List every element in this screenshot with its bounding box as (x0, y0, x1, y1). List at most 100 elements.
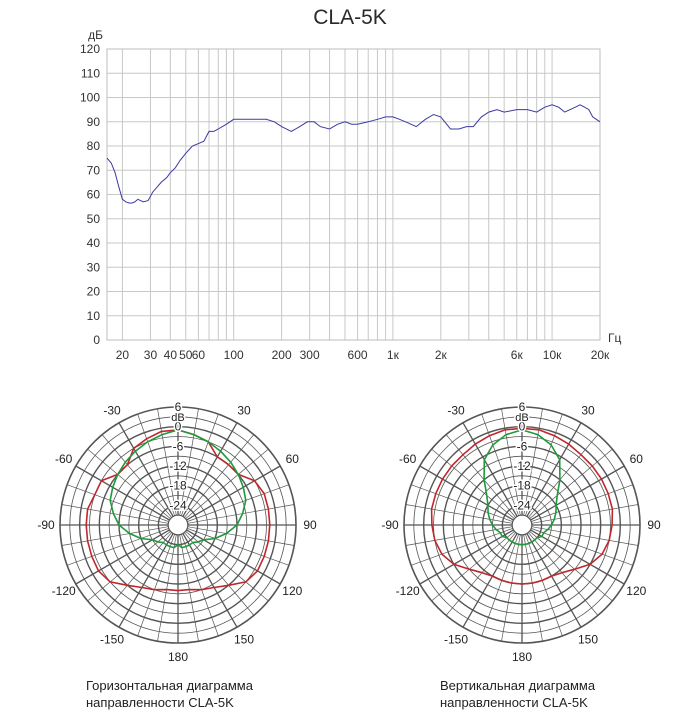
x-tick-label: 200 (272, 348, 292, 362)
polar-spoke (187, 484, 290, 522)
polar-angle-label: 30 (581, 404, 595, 418)
polar-r-tick-label: 0 (175, 420, 182, 434)
polar-angle-label: 120 (626, 584, 646, 598)
polar-spoke (101, 532, 172, 616)
polar-spoke (186, 465, 281, 521)
x-tick-label: 2к (435, 348, 448, 362)
horizontal-polar-caption: Горизонтальная диаграмма направленности … (86, 677, 253, 711)
polar-angle-label: 150 (578, 632, 598, 646)
polar-spoke (531, 504, 639, 524)
polar-spoke (182, 533, 238, 628)
polar-spoke (501, 534, 521, 642)
polar-spoke (184, 532, 255, 616)
polar-angle-label: -90 (37, 518, 55, 532)
polar-r-tick-label: 6 (175, 400, 182, 414)
polar-spoke (184, 434, 255, 518)
polar-spoke (431, 531, 515, 602)
polar-spoke (523, 534, 543, 642)
polar-angle-label: 180 (168, 650, 188, 664)
polar-spoke (187, 526, 295, 546)
polar-spoke (528, 434, 599, 518)
polar-spoke (501, 408, 521, 516)
polar-spoke (410, 528, 513, 566)
polar-spoke (137, 534, 175, 637)
polar-angle-label: -120 (52, 584, 76, 598)
polar-spoke (186, 529, 281, 585)
polar-r-tick-label: -18 (169, 479, 187, 493)
polar-angle-label: -30 (103, 404, 121, 418)
polar-spoke (75, 529, 170, 585)
horizontal-polar-chart: 60-6-12-18-24dB306090120150180-150-120-9… (37, 399, 317, 665)
polar-spoke (181, 534, 219, 637)
polar-series-line (85, 429, 271, 592)
polar-angle-label: -120 (396, 584, 420, 598)
polar-spoke (405, 526, 513, 546)
polar-r-unit: dB (171, 412, 184, 424)
polar-spoke (526, 533, 582, 628)
polar-r-tick-label: -6 (517, 439, 528, 453)
polar-r-tick-label: -12 (169, 459, 187, 473)
polar-spoke (187, 528, 290, 566)
x-tick-label: 1к (387, 348, 400, 362)
y-tick-label: 20 (87, 285, 101, 299)
polar-spoke (75, 465, 170, 521)
polar-spoke (431, 448, 515, 519)
polar-angle-label: 60 (630, 452, 644, 466)
y-tick-label: 40 (87, 236, 101, 250)
polar-spoke (118, 533, 174, 628)
polar-spoke (410, 484, 513, 522)
polar-spoke (66, 528, 169, 566)
y-tick-label: 120 (80, 42, 100, 56)
polar-spoke (61, 504, 169, 524)
polar-spoke (185, 531, 269, 602)
polar-r-tick-label: 6 (519, 400, 526, 414)
polar-spoke (529, 531, 613, 602)
y-axis-label: дБ (88, 28, 103, 42)
polar-r-tick-label: -24 (169, 498, 187, 512)
polar-spoke (87, 531, 171, 602)
y-tick-label: 50 (87, 212, 101, 226)
polar-r-tick-label: -12 (513, 459, 531, 473)
vertical-polar-caption: Вертикальная диаграмма направленности CL… (440, 677, 595, 711)
polar-spoke (526, 422, 582, 517)
y-tick-label: 90 (87, 115, 101, 129)
polar-series-line (483, 429, 561, 546)
polar-spoke (181, 413, 219, 516)
polar-spoke (462, 422, 518, 517)
polar-spoke (182, 422, 238, 517)
x-tick-label: 40 (164, 348, 178, 362)
polar-spoke (157, 534, 177, 642)
polar-spoke (118, 422, 174, 517)
polar-angle-label: 150 (234, 632, 254, 646)
polar-spoke (530, 529, 625, 585)
y-tick-label: 80 (87, 139, 101, 153)
polar-angle-label: -60 (399, 452, 417, 466)
response-line (106, 104, 601, 204)
polar-angle-label: -30 (447, 404, 465, 418)
polar-angle-label: -150 (444, 632, 468, 646)
polar-spoke (530, 465, 625, 521)
polar-angle-label: 180 (512, 650, 532, 664)
polar-spoke (531, 528, 634, 566)
polar-r-unit: dB (515, 412, 528, 424)
x-tick-label: 50 (179, 348, 193, 362)
y-tick-label: 70 (87, 163, 101, 177)
y-tick-label: 30 (87, 260, 101, 274)
y-tick-label: 100 (80, 91, 100, 105)
polar-spoke (481, 413, 519, 516)
polar-spoke (481, 534, 519, 637)
polar-spoke (445, 532, 516, 616)
x-tick-label: 20 (116, 348, 130, 362)
x-tick-label: 60 (192, 348, 206, 362)
polar-hub (167, 514, 189, 536)
polar-angle-label: 30 (237, 404, 251, 418)
polar-angle-label: 120 (282, 584, 302, 598)
chart-title: CLA-5K (313, 6, 387, 29)
polar-angle-label: -60 (55, 452, 73, 466)
polar-hub (511, 514, 533, 536)
polar-angle-label: 90 (647, 518, 661, 532)
x-tick-label: 10к (543, 348, 562, 362)
polar-spoke (445, 434, 516, 518)
caption-line: направленности CLA-5K (440, 695, 588, 710)
